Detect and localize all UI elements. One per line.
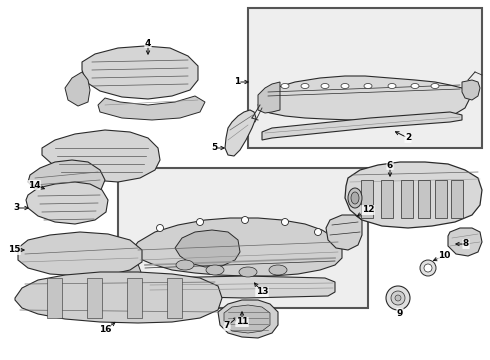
Ellipse shape [364, 84, 372, 89]
Bar [435, 180, 447, 218]
Text: 11: 11 [236, 318, 248, 327]
Bar [381, 180, 393, 218]
Ellipse shape [348, 188, 362, 208]
Polygon shape [218, 300, 278, 338]
Ellipse shape [351, 192, 359, 204]
Circle shape [156, 225, 164, 231]
Ellipse shape [269, 265, 287, 275]
Ellipse shape [411, 84, 419, 89]
Polygon shape [345, 162, 482, 228]
Polygon shape [26, 182, 108, 224]
Polygon shape [128, 218, 342, 276]
Polygon shape [262, 112, 462, 140]
Ellipse shape [176, 260, 194, 270]
Polygon shape [82, 46, 198, 99]
Bar [361, 180, 373, 218]
Polygon shape [28, 160, 105, 202]
Ellipse shape [281, 84, 289, 89]
Circle shape [391, 291, 405, 305]
Polygon shape [462, 80, 480, 100]
Ellipse shape [239, 267, 257, 277]
Text: 1: 1 [234, 77, 240, 86]
Bar [47, 278, 62, 318]
Polygon shape [326, 215, 362, 250]
Polygon shape [98, 96, 205, 120]
Ellipse shape [206, 265, 224, 275]
Ellipse shape [431, 84, 439, 89]
Bar [451, 180, 463, 218]
Bar [418, 180, 430, 218]
Ellipse shape [341, 84, 349, 89]
Polygon shape [148, 276, 335, 298]
Circle shape [424, 264, 432, 272]
Polygon shape [18, 232, 142, 276]
Text: 14: 14 [28, 180, 40, 189]
Polygon shape [175, 230, 240, 267]
Text: 15: 15 [8, 246, 20, 255]
Circle shape [395, 295, 401, 301]
Text: 2: 2 [405, 134, 411, 143]
Polygon shape [225, 110, 256, 156]
Text: 4: 4 [145, 39, 151, 48]
Text: 12: 12 [362, 206, 374, 215]
Circle shape [420, 260, 436, 276]
Bar [401, 180, 413, 218]
Ellipse shape [388, 84, 396, 89]
Polygon shape [15, 272, 222, 323]
Ellipse shape [321, 84, 329, 89]
Circle shape [386, 286, 410, 310]
Text: 13: 13 [256, 288, 268, 297]
Circle shape [315, 229, 321, 235]
Bar [167, 278, 182, 318]
Bar [118, 168, 368, 308]
Polygon shape [448, 228, 482, 256]
Text: 10: 10 [438, 252, 450, 261]
Bar [127, 278, 142, 318]
Polygon shape [120, 252, 142, 295]
Polygon shape [258, 76, 470, 121]
Polygon shape [42, 130, 160, 182]
Text: 8: 8 [463, 239, 469, 248]
Text: 6: 6 [387, 161, 393, 170]
Polygon shape [65, 72, 90, 106]
Circle shape [281, 219, 289, 225]
Circle shape [196, 219, 203, 225]
Polygon shape [224, 305, 270, 333]
Circle shape [242, 216, 248, 224]
Text: 7: 7 [224, 321, 230, 330]
Text: 9: 9 [397, 309, 403, 318]
Text: 5: 5 [211, 144, 217, 153]
Text: 16: 16 [99, 325, 111, 334]
Polygon shape [258, 82, 280, 113]
Bar [87, 278, 102, 318]
Ellipse shape [301, 84, 309, 89]
Text: 3: 3 [13, 203, 19, 212]
Bar [248, 8, 482, 148]
